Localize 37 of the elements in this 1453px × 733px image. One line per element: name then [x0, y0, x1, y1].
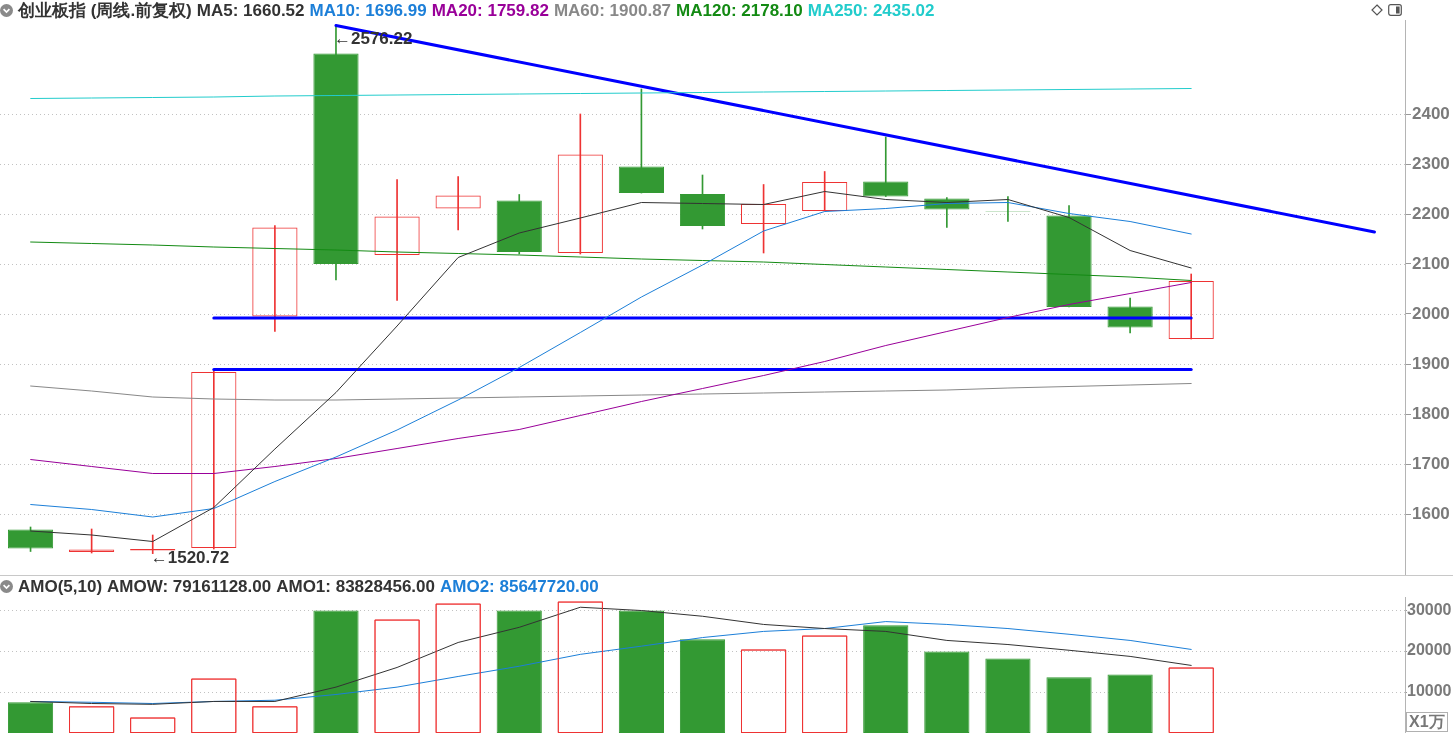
bar — [679, 639, 726, 733]
text: AMO2: 85647720.00 — [439, 577, 599, 596]
text: MA5: 1660.52 — [196, 0, 305, 20]
y-tick-label: 2400 — [1412, 103, 1450, 123]
y-tick-label: 1600 — [1412, 503, 1450, 523]
bar — [496, 610, 542, 733]
chart-title: 创业板指 (周线.前复权) — [18, 0, 192, 20]
y-tick-label: 30000 — [1407, 600, 1452, 618]
y-tick-label: 2000 — [1412, 303, 1450, 323]
bar — [924, 651, 970, 733]
bar — [313, 610, 359, 733]
y-tick-label: 20000 — [1407, 641, 1452, 659]
y-tick-label: 2200 — [1412, 203, 1450, 223]
candlestick — [863, 136, 909, 197]
bar — [7, 702, 54, 733]
y-tick-label: 2100 — [1412, 253, 1450, 273]
chart-subtitle: AMOW: 79161128.00 — [107, 577, 272, 596]
bar — [618, 610, 665, 733]
y-tick-label: 1800 — [1412, 403, 1450, 423]
text: MA250: 2435.02 — [807, 0, 935, 20]
y-tick-label: 1900 — [1412, 353, 1450, 373]
y-tick-label: 10000 — [1407, 682, 1452, 700]
bar — [1107, 674, 1153, 733]
y-tick-label: 2300 — [1412, 153, 1450, 173]
text: MA120: 2178.10 — [676, 0, 803, 20]
bar — [985, 658, 1031, 733]
text: MA60: 1900.87 — [553, 0, 672, 20]
y-tick-label: 1700 — [1412, 453, 1450, 473]
bar — [1046, 677, 1092, 733]
annotation: ←2576.22 — [333, 28, 413, 48]
text: MA10: 1696.99 — [309, 0, 427, 20]
bar — [863, 625, 909, 733]
annotation: ←1520.72 — [150, 548, 230, 568]
text: AMO1: 83828456.00 — [276, 577, 435, 596]
y-axis-title: X1万 — [1406, 712, 1448, 732]
text: MA20: 1759.82 — [431, 0, 549, 20]
chart-title: AMO(5,10) — [18, 577, 103, 596]
